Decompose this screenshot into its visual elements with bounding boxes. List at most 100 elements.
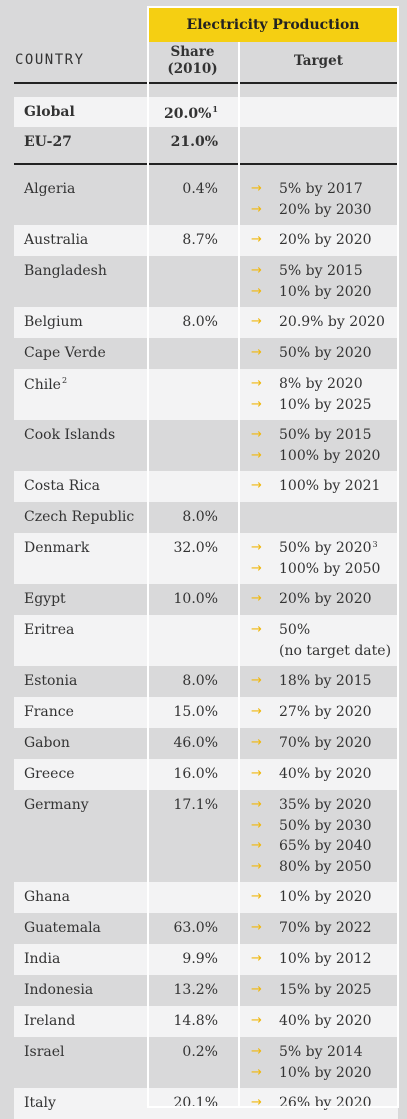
share-value: 20.1% (173, 1095, 218, 1111)
target-item: →(no target date) (251, 643, 391, 664)
target-text: 15% by 2025 (279, 982, 372, 998)
target-list: → 40% by 2020 (251, 766, 372, 787)
target-text: 20% by 2030 (279, 201, 372, 218)
table-row: Cape Verde → 50% by 2020 (14, 338, 398, 369)
target-text: 20.9% by 2020 (279, 314, 385, 330)
country-name: Israel (24, 1044, 65, 1060)
share-value: 46.0% (173, 735, 218, 751)
target-text: 100% by 2050 (279, 560, 381, 577)
share-header-line2: (2010) (167, 61, 218, 77)
target-list: → 10% by 2012 (251, 951, 372, 972)
target-item: → 10% by 2020 (251, 889, 372, 910)
column-header-share: Share (2010) (149, 44, 236, 78)
target-text: 50% by 2030 (279, 817, 372, 834)
target-item: → 70% by 2022 (251, 920, 372, 941)
target-item: → 40% by 2020 (251, 766, 372, 787)
share-value: 32.0% (173, 540, 218, 556)
share-header-line1: Share (170, 44, 215, 60)
target-text: 40% by 2020 (279, 1013, 372, 1029)
target-text: 5% by 2014 (279, 1044, 363, 1060)
country-name: Egypt (24, 591, 66, 607)
arrow-right-icon: → (251, 858, 262, 874)
target-item: → 50% (251, 622, 391, 643)
target-item: → 27% by 2020 (251, 704, 372, 725)
target-item: → 20% by 2020 (251, 232, 372, 253)
target-list: → 15% by 2025 (251, 982, 372, 1003)
column-divider (238, 42, 240, 1108)
footnote-marker: 2 (61, 376, 68, 385)
target-list: → 5% by 2014 → 10% by 2020 (251, 1044, 372, 1085)
arrow-right-icon: → (251, 540, 262, 555)
table-row: Australia 8.7% → 20% by 2020 (14, 225, 398, 256)
target-item: → 10% by 2012 (251, 951, 372, 972)
footnote-marker: 3 (372, 540, 378, 549)
arrow-right-icon: → (251, 1044, 262, 1059)
country-name: Ghana (24, 889, 70, 905)
target-text: 27% by 2020 (279, 704, 372, 720)
country-name: Eritrea (24, 622, 75, 638)
target-text: 100% by 2020 (279, 447, 381, 464)
country-name: Germany (24, 797, 89, 813)
table-row: Greece 16.0% → 40% by 2020 (14, 759, 398, 790)
arrow-right-icon: → (251, 622, 262, 637)
target-text: 20% by 2020 (279, 591, 372, 607)
share-value: 17.1% (173, 797, 218, 813)
target-text: (no target date) (279, 642, 392, 659)
target-item: → 26% by 2020 (251, 1095, 372, 1116)
arrow-right-icon: → (251, 283, 262, 299)
target-list: → 18% by 2015 (251, 673, 372, 694)
target-list: → 50% →(no target date) (251, 622, 391, 663)
table-row: Gabon 46.0% → 70% by 2020 (14, 728, 398, 759)
target-item: → 100% by 2050 (251, 561, 380, 582)
table-row: Israel 0.2% → 5% by 2014 → 10% by 2020 (14, 1037, 398, 1088)
table-row: Ghana → 10% by 2020 (14, 882, 398, 913)
target-list: → 50% by 2020 3 → 100% by 2050 (251, 540, 380, 581)
table-row: Germany 17.1% → 35% by 2020 → 50% by 2030 → 65%… (14, 790, 398, 882)
target-item: → 10% by 2020 (251, 284, 372, 305)
target-list: → 70% by 2020 (251, 735, 372, 756)
table-row: Italy 20.1% → 26% by 2020 (14, 1088, 398, 1119)
target-list: → 20% by 2020 (251, 591, 372, 612)
target-list: → 50% by 2015 → 100% by 2020 (251, 427, 380, 468)
arrow-right-icon: → (251, 735, 262, 750)
target-text: 50% by 2020 (279, 345, 372, 361)
target-item: → 50% by 2020 3 (251, 540, 380, 561)
target-item: → 5% by 2015 (251, 263, 372, 284)
country-name: Denmark (24, 540, 90, 556)
target-item: → 50% by 2015 (251, 427, 380, 448)
summary-rule (14, 163, 398, 165)
target-list: → 100% by 2021 (251, 478, 380, 499)
target-text: 10% by 2020 (279, 1064, 372, 1081)
target-item: → 100% by 2020 (251, 448, 380, 469)
arrow-right-icon: → (251, 797, 262, 812)
target-text: 18% by 2015 (279, 673, 372, 689)
target-text: 50% by 2020 (279, 540, 372, 556)
target-text: 80% by 2050 (279, 858, 372, 875)
country-name: Costa Rica (24, 478, 100, 494)
arrow-right-icon: → (251, 766, 262, 781)
arrow-right-icon: → (251, 263, 262, 278)
summary-country: EU-27 (24, 134, 72, 150)
target-list: → 27% by 2020 (251, 704, 372, 725)
target-list: → 70% by 2022 (251, 920, 372, 941)
target-item: → 15% by 2025 (251, 982, 372, 1003)
summary-row-global: Global 20.0%1 (14, 97, 398, 127)
target-item: → 5% by 2017 (251, 181, 372, 202)
country-name: France (24, 704, 74, 720)
arrow-right-icon: → (251, 591, 262, 606)
country-name: Czech Republic (24, 509, 135, 525)
target-item: → 18% by 2015 (251, 673, 372, 694)
share-value: 0.4% (182, 181, 218, 197)
table-row: Belgium 8.0% → 20.9% by 2020 (14, 307, 398, 338)
arrow-right-icon: → (251, 889, 262, 904)
target-item: → 10% by 2025 (251, 397, 372, 418)
target-item: → 100% by 2021 (251, 478, 380, 499)
target-list: → 5% by 2015 → 10% by 2020 (251, 263, 372, 304)
arrow-right-icon: → (251, 314, 262, 329)
target-text: 26% by 2020 (279, 1095, 372, 1111)
arrow-right-icon: → (251, 181, 262, 196)
target-list: → 35% by 2020 → 50% by 2030 → 65% by 2040 → 80%… (251, 797, 372, 879)
arrow-right-icon: → (251, 982, 262, 997)
share-value: 0.2% (182, 1044, 218, 1060)
target-text: 35% by 2020 (279, 797, 372, 813)
